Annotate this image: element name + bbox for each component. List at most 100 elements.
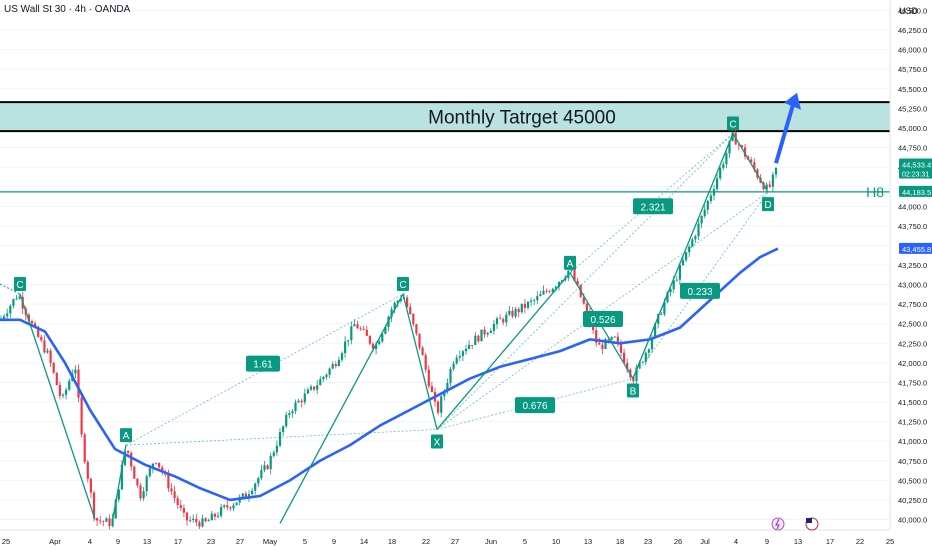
candle-body: [452, 363, 455, 369]
y-tick-label: 45,250.0: [898, 104, 927, 113]
candle-body: [86, 461, 89, 479]
candle-body: [592, 324, 595, 331]
candle-body: [49, 350, 52, 363]
candle-body: [390, 309, 393, 317]
candle-body: [514, 308, 517, 317]
candle-body: [61, 394, 65, 396]
candle-body: [99, 520, 102, 522]
candle-body: [526, 301, 530, 308]
pattern-leg: [436, 272, 571, 430]
candle-body: [660, 314, 663, 315]
candle-body: [154, 462, 158, 464]
candle-body: [669, 289, 672, 293]
candle-body: [765, 184, 768, 190]
candle-body: [189, 519, 192, 521]
time-axis[interactable]: 25 Apr 4 9 13 17 23 27 May 5 9 14 18 22 27 Jun 5 10 13 18 23…: [0, 529, 894, 546]
candle-body: [337, 359, 340, 367]
candle-body: [492, 323, 495, 331]
candle-body: [195, 518, 198, 523]
pattern-leg: [402, 293, 438, 430]
candle-body: [145, 476, 148, 492]
candle-body: [722, 164, 725, 169]
harmonic-pattern-layer: [19, 92, 801, 524]
candle-body: [96, 518, 99, 521]
candle-body: [709, 195, 712, 201]
candle-body: [74, 369, 77, 374]
candle-body: [728, 140, 731, 154]
candle-body: [471, 344, 474, 346]
candle-body: [499, 318, 502, 320]
candle-body: [285, 414, 288, 427]
candle-body: [297, 400, 300, 403]
y-tick-label: 46,000.0: [898, 46, 927, 55]
x-tick-label: 5: [523, 537, 527, 546]
candle-body: [461, 351, 464, 356]
candle-body: [523, 303, 526, 308]
x-tick-label: Jun: [485, 537, 497, 546]
candle-body: [185, 512, 189, 521]
candle-body: [18, 296, 21, 299]
candle-body: [120, 464, 123, 490]
pattern-point-box: [120, 428, 132, 443]
candle-body: [257, 477, 260, 484]
candle-body: [415, 324, 418, 334]
currency-label: USD: [898, 6, 918, 16]
x-tick-label: 9: [332, 537, 336, 546]
pattern-point-label: A: [567, 259, 574, 270]
target-zone-layer: Monthly Tatrget 45000 H8: [0, 10, 890, 520]
candle-body: [182, 508, 185, 513]
candle-body: [254, 483, 257, 491]
candle-body: [678, 265, 681, 280]
candle-body: [375, 344, 378, 350]
flash-icon: [771, 517, 785, 531]
candle-body: [663, 302, 666, 315]
candle-body: [632, 377, 635, 382]
candle-body: [89, 478, 92, 493]
candle-body: [220, 506, 223, 516]
candle-body: [384, 326, 387, 334]
candle-body: [626, 362, 629, 370]
target-zone-label: Monthly Tatrget 45000: [428, 108, 616, 129]
candle-body: [52, 362, 55, 373]
candle-body: [130, 452, 133, 467]
price-label-countdown: 02:23:31: [902, 171, 929, 178]
x-tick-label: 13: [143, 537, 151, 546]
candle-body: [654, 323, 657, 338]
candle-body: [768, 184, 771, 187]
x-tick-label: 13: [584, 537, 592, 546]
candle-body: [502, 319, 505, 323]
candle-body: [161, 467, 164, 473]
candle-body: [316, 385, 319, 390]
candle-body: [272, 452, 275, 456]
x-tick-label: 25: [2, 537, 10, 546]
candle-body: [598, 342, 601, 345]
x-tick-label: 18: [388, 537, 396, 546]
candle-body: [213, 513, 216, 517]
candle-body: [55, 372, 58, 386]
candle-body: [740, 145, 743, 148]
candle-body: [173, 491, 176, 499]
flash-icon-bolt: [775, 518, 780, 530]
candle-body: [331, 364, 334, 369]
pattern-point-label: X: [434, 437, 441, 448]
pattern-leg: [111, 444, 127, 524]
candle-body: [247, 494, 251, 498]
candle-body: [353, 324, 356, 327]
ratio-label-box: [583, 311, 623, 328]
ratio-label: 0.233: [687, 287, 712, 298]
candle-body: [83, 434, 86, 462]
x-tick-label: May: [263, 537, 277, 546]
y-tick-label: 44,000.0: [898, 202, 927, 211]
candle-body: [691, 239, 694, 247]
candle-body: [204, 518, 207, 522]
candle-body: [142, 491, 145, 499]
candle-body: [517, 308, 520, 313]
candle-body: [508, 310, 511, 315]
candle-body: [114, 499, 117, 519]
candle-body: [449, 368, 452, 383]
price-axis[interactable]: 40,000.0 40,250.0 40,500.0 40,750.0 41,000.0…: [889, 0, 932, 530]
candle-body: [725, 153, 728, 165]
candle-body: [278, 432, 282, 446]
price-label: 44,183.5: [902, 188, 931, 197]
